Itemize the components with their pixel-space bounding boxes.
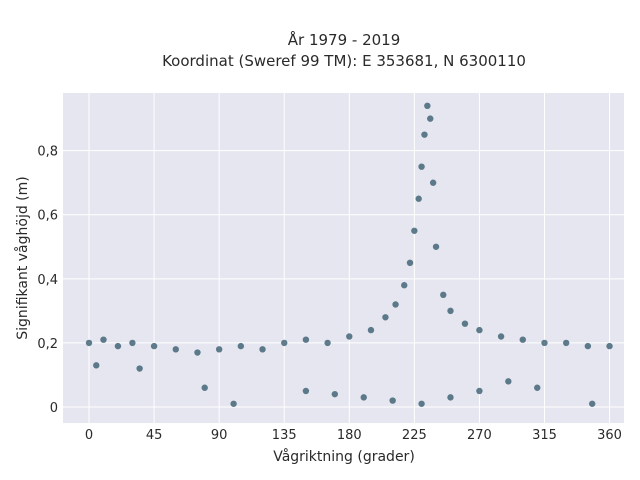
x-tick-label: 0 [85, 428, 93, 443]
data-point [281, 339, 288, 347]
data-point [476, 387, 483, 395]
data-point [447, 394, 454, 401]
x-tick-label: 315 [532, 428, 557, 443]
data-point [505, 378, 512, 385]
y-tick-label: 0,2 [37, 337, 58, 352]
data-point [172, 346, 179, 353]
data-point [429, 179, 437, 186]
data-point [85, 339, 93, 347]
x-tick-label: 270 [467, 428, 492, 443]
data-point [392, 301, 399, 308]
data-point [447, 307, 454, 315]
data-point [389, 397, 396, 404]
x-tick-label: 180 [337, 428, 362, 443]
data-point [302, 387, 310, 395]
data-point [302, 336, 310, 343]
data-point [100, 336, 107, 343]
data-point [367, 326, 375, 334]
data-point [136, 365, 143, 372]
data-point [541, 339, 548, 347]
data-point [562, 339, 570, 347]
data-point [114, 342, 122, 350]
data-point [424, 102, 431, 110]
y-tick-label: 0,8 [37, 145, 58, 160]
data-point [201, 384, 208, 391]
data-point [230, 400, 237, 407]
data-point [331, 390, 339, 398]
data-point [421, 131, 428, 138]
data-point [194, 349, 201, 356]
data-point [427, 115, 434, 122]
data-point [418, 163, 425, 170]
y-axis-title: Signifikant våghöjd (m) [14, 176, 31, 339]
data-point [519, 336, 526, 343]
x-tick-label: 360 [597, 428, 622, 443]
y-tick-label: 0,6 [37, 209, 58, 224]
grid-layer [63, 93, 624, 423]
data-point [93, 362, 100, 369]
data-point [215, 346, 223, 353]
x-axis-title: Vågriktning (grader) [273, 448, 415, 465]
data-point [415, 195, 422, 202]
data-point [346, 333, 353, 340]
data-point [401, 282, 408, 289]
chart-title-line2: Koordinat (Sweref 99 TM): E 353681, N 63… [162, 52, 526, 70]
data-point [324, 339, 331, 347]
plot-area [63, 93, 624, 423]
data-point [440, 291, 447, 299]
data-point [432, 243, 440, 250]
data-point [497, 333, 505, 340]
chart-title-line1: År 1979 - 2019 [288, 30, 401, 49]
y-tick-label: 0,4 [37, 273, 58, 288]
data-point [382, 314, 389, 321]
data-point [406, 259, 414, 267]
x-tick-label: 135 [272, 428, 297, 443]
x-tick-label: 45 [146, 428, 163, 443]
data-point [237, 342, 245, 350]
data-point [606, 342, 613, 350]
data-point [584, 342, 592, 350]
data-point [360, 394, 367, 401]
data-point [461, 320, 469, 327]
data-point [588, 400, 596, 407]
data-point [411, 227, 418, 234]
data-point [418, 400, 425, 407]
x-tick-label: 225 [402, 428, 427, 443]
data-point [129, 339, 136, 347]
data-point [534, 384, 541, 391]
data-point [259, 346, 266, 353]
x-tick-label: 90 [211, 428, 228, 443]
data-point [150, 342, 158, 350]
data-points [85, 102, 613, 407]
tick-labels: 0 45 90 135 180 225 270 315 360 0 0,2 0,4 0,6 0,8 [37, 145, 622, 443]
y-tick-label: 0 [50, 401, 58, 416]
data-point [476, 326, 483, 334]
